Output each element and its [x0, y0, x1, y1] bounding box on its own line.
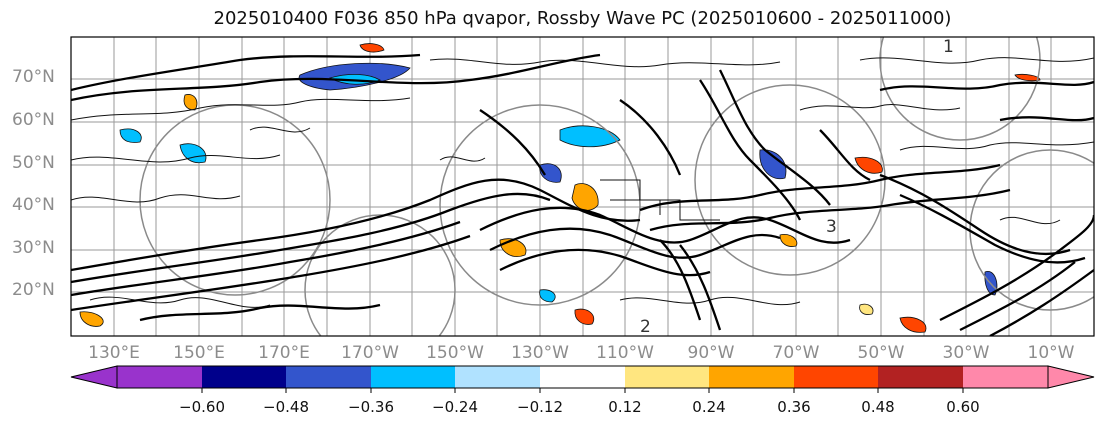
colorbar-segment — [286, 366, 371, 388]
coastline-contours — [71, 57, 1094, 308]
lon-label-150e: 150°E — [173, 343, 225, 363]
colorbar-segment — [963, 366, 1048, 388]
colorbar-segment — [117, 366, 202, 388]
lon-label-30w: 30°W — [942, 343, 990, 363]
colorbar-segment — [625, 366, 709, 388]
colorbar-segment — [455, 366, 540, 388]
lon-label-50w: 50°W — [857, 343, 905, 363]
colorbar-tick-label: −0.60 — [179, 398, 225, 416]
lon-label-130e: 130°E — [88, 343, 140, 363]
colorbar-tick-label: −0.24 — [432, 398, 478, 416]
colorbar-segment — [794, 366, 878, 388]
lat-label-40n: 40°N — [12, 195, 55, 215]
colorbar-max-extension — [1047, 365, 1095, 389]
lon-label-150w: 150°W — [426, 343, 484, 363]
colorbar-segment — [878, 366, 963, 388]
colorbar-tick-label: 0.36 — [777, 398, 811, 416]
lon-label-90w: 90°W — [687, 343, 735, 363]
contour-label: 2 — [640, 317, 651, 337]
colorbar-tick-label: −0.48 — [263, 398, 309, 416]
colorbar-tick-label: −0.36 — [348, 398, 394, 416]
rossby-wave-contours — [71, 53, 1094, 336]
colorbar-tick-label: −0.12 — [517, 398, 563, 416]
contour-label: 1 — [943, 37, 954, 57]
lat-label-30n: 30°N — [12, 238, 55, 258]
map-frame — [70, 36, 1095, 337]
colorbar-min-extension — [70, 365, 118, 389]
lon-label-170e: 170°E — [258, 343, 310, 363]
lon-label-110w: 110°W — [596, 343, 654, 363]
colorbar-segment — [709, 366, 794, 388]
colorbar-tick-label: 0.60 — [946, 398, 980, 416]
colorbar-tick-label: 0.24 — [692, 398, 726, 416]
qvapor-shading — [79, 43, 1041, 333]
colorbar-tick-label: 0.12 — [608, 398, 642, 416]
colorbar-tick-label: 0.48 — [861, 398, 895, 416]
lat-label-60n: 60°N — [12, 110, 55, 130]
colorbar-segment — [371, 366, 455, 388]
graticule — [71, 37, 1094, 336]
colorbar-segment — [202, 366, 286, 388]
colorbar — [70, 365, 1095, 393]
lon-label-130w: 130°W — [511, 343, 569, 363]
lon-label-170w: 170°W — [341, 343, 399, 363]
lon-label-10w: 10°W — [1027, 343, 1075, 363]
lon-label-70w: 70°W — [772, 343, 820, 363]
colorbar-segment — [540, 366, 625, 388]
contour-labels: 1 3 2 — [640, 37, 954, 337]
lat-label-70n: 70°N — [12, 67, 55, 87]
lat-label-20n: 20°N — [12, 280, 55, 300]
contour-label: 3 — [826, 217, 837, 237]
lat-label-50n: 50°N — [12, 153, 55, 173]
map-title: 2025010400 F036 850 hPa qvapor, Rossby W… — [213, 8, 952, 29]
